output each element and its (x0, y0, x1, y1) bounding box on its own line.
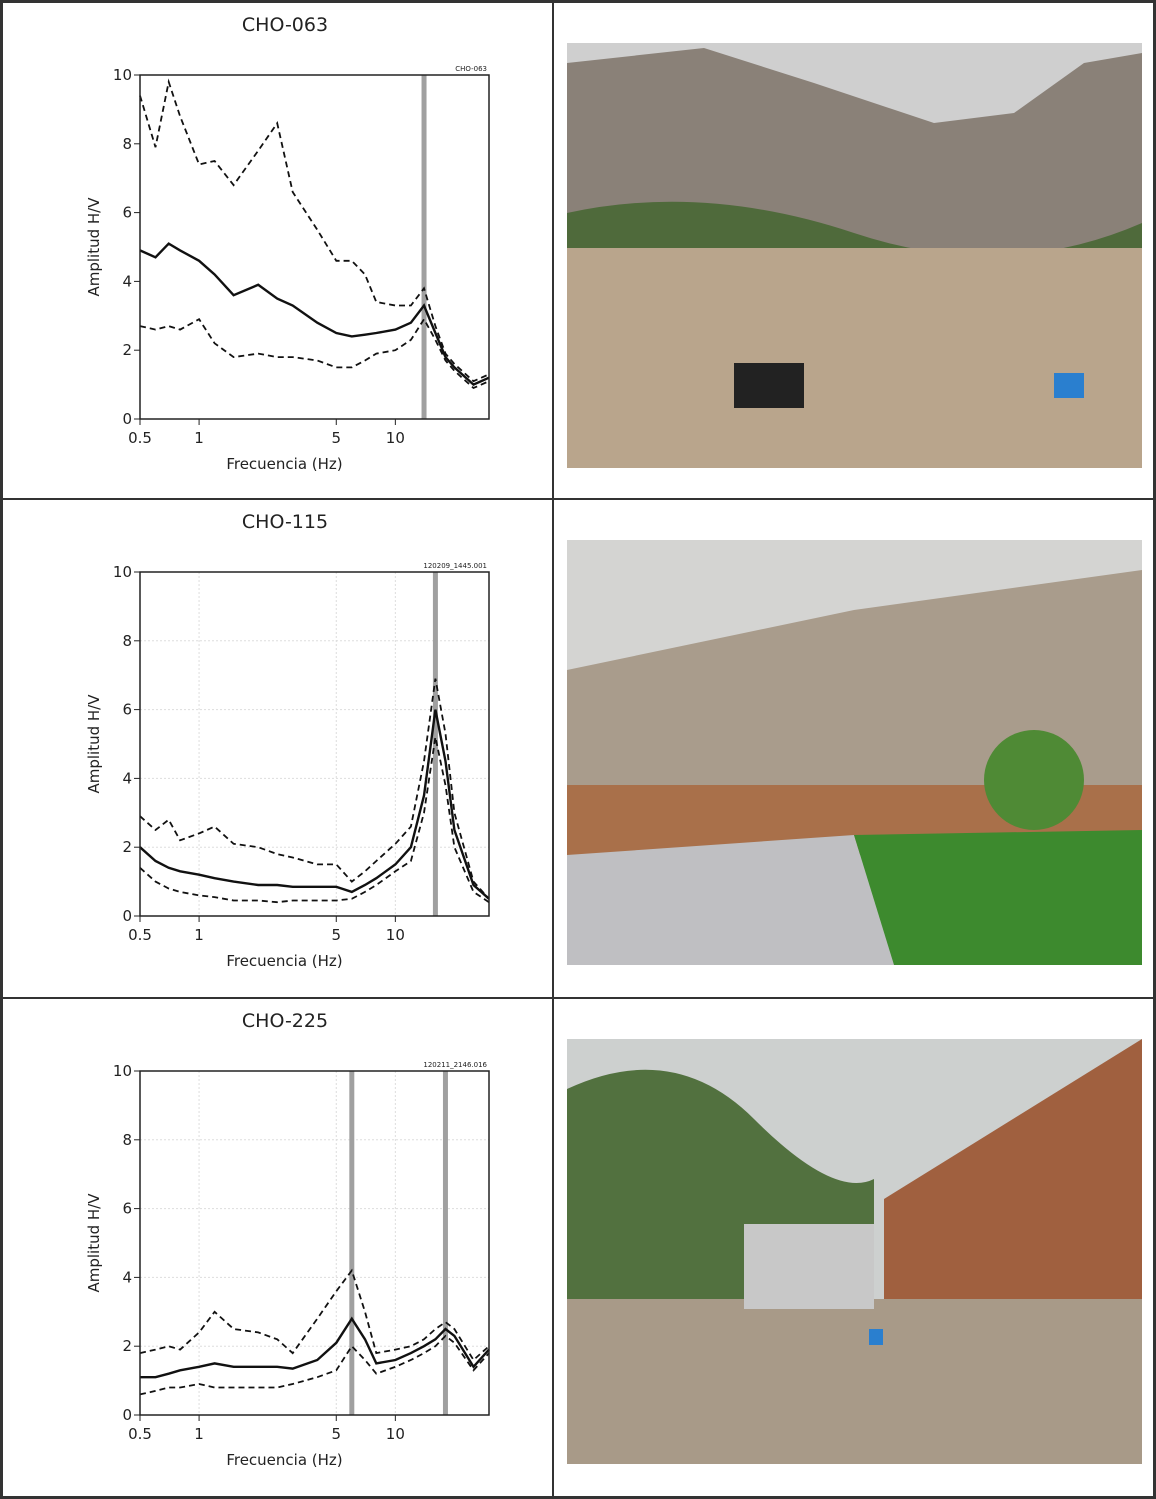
corner-label: 120211_2146.016 (423, 1061, 487, 1069)
photo-cell (553, 499, 1154, 998)
x-tick-label: 5 (331, 429, 341, 447)
hv-curve (139, 242, 490, 387)
y-tick-label: 0 (122, 907, 132, 925)
chart: CHO-225 120211_2146.016 0 2 4 6 8 10 0.5 1 5 10 Frec… (85, 1010, 490, 1469)
y-tick-label: 2 (122, 1337, 132, 1355)
y-tick-label: 8 (122, 135, 132, 153)
case (734, 363, 804, 408)
y-tick-label: 10 (113, 1062, 132, 1080)
x-axis-label: Frecuencia (Hz) (226, 455, 342, 473)
chart-title: CHO-115 (242, 511, 328, 533)
x-axis-label: Frecuencia (Hz) (226, 952, 342, 970)
chart-title: CHO-225 (242, 1010, 328, 1032)
y-axis-label: Amplitud H/V (85, 694, 103, 794)
photo (567, 43, 1142, 468)
hv-curve (139, 1334, 490, 1396)
y-axis-label: Amplitud H/V (85, 1193, 103, 1293)
chart-cell: CHO-225 120211_2146.016 0 2 4 6 8 10 0.5 1 5 10 Frec… (2, 998, 553, 1497)
hv-curve (140, 1316, 490, 1379)
hv-curve (139, 709, 490, 900)
y-tick-label: 4 (122, 1268, 132, 1286)
ground (567, 248, 1142, 468)
y-tick-label: 4 (122, 272, 132, 290)
hv-curve (139, 678, 490, 900)
x-tick-label: 0.5 (128, 926, 152, 944)
y-tick-label: 8 (122, 632, 132, 650)
photo-cell (553, 998, 1154, 1497)
photo-cell (553, 2, 1154, 499)
y-tick-label: 2 (122, 838, 132, 856)
plot-frame (139, 74, 490, 420)
chart: CHO-115 120209_1445.001 0 2 4 6 8 10 0.5 1 5 10 Frec… (85, 511, 490, 970)
y-tick-label: 6 (122, 701, 132, 719)
y-tick-label: 10 (113, 66, 132, 84)
brick-wall (884, 1039, 1142, 1379)
sensor (1054, 373, 1084, 398)
x-tick-label: 10 (386, 1425, 405, 1443)
corner-label: 120209_1445.001 (423, 562, 487, 570)
plot-frame (139, 1070, 490, 1416)
x-tick-label: 10 (386, 429, 405, 447)
x-tick-label: 1 (194, 926, 204, 944)
photo (567, 1039, 1142, 1464)
lawn (854, 830, 1142, 965)
y-axis-label: Amplitud H/V (85, 197, 103, 297)
x-tick-label: 5 (331, 926, 341, 944)
y-tick-label: 2 (122, 341, 132, 359)
y-tick-label: 0 (122, 1406, 132, 1424)
x-tick-label: 0.5 (128, 1425, 152, 1443)
chart-cell: CHO-063 CHO-063 0 2 4 6 8 10 0.5 1 5 10 Frecuencia (… (2, 2, 553, 499)
y-tick-label: 10 (113, 563, 132, 581)
y-tick-label: 0 (122, 410, 132, 428)
hv-curve (139, 78, 490, 383)
y-tick-label: 6 (122, 204, 132, 222)
corner-label: CHO-063 (455, 65, 487, 73)
x-tick-label: 1 (194, 429, 204, 447)
x-tick-label: 5 (331, 1425, 341, 1443)
plaza (567, 835, 894, 965)
y-tick-label: 4 (122, 769, 132, 787)
hv-curve (139, 317, 490, 390)
road (567, 1299, 1142, 1464)
chart-title: CHO-063 (242, 14, 328, 36)
hv-curve (139, 1268, 490, 1362)
x-axis-label: Frecuencia (Hz) (226, 1451, 342, 1469)
plot-frame (139, 571, 490, 917)
y-tick-label: 8 (122, 1131, 132, 1149)
y-tick-label: 6 (122, 1200, 132, 1218)
hill (567, 570, 1142, 800)
x-tick-label: 0.5 (128, 429, 152, 447)
x-tick-label: 10 (386, 926, 405, 944)
truck (744, 1224, 874, 1309)
chart: CHO-063 CHO-063 0 2 4 6 8 10 0.5 1 5 10 Frecuencia (… (85, 14, 490, 473)
hv-curve (139, 736, 490, 904)
x-tick-label: 1 (194, 1425, 204, 1443)
tree (984, 730, 1084, 830)
chart-cell: CHO-115 120209_1445.001 0 2 4 6 8 10 0.5 1 5 10 Frec… (2, 499, 553, 998)
photo (567, 540, 1142, 965)
sensor (869, 1329, 883, 1345)
trees (567, 201, 1142, 263)
